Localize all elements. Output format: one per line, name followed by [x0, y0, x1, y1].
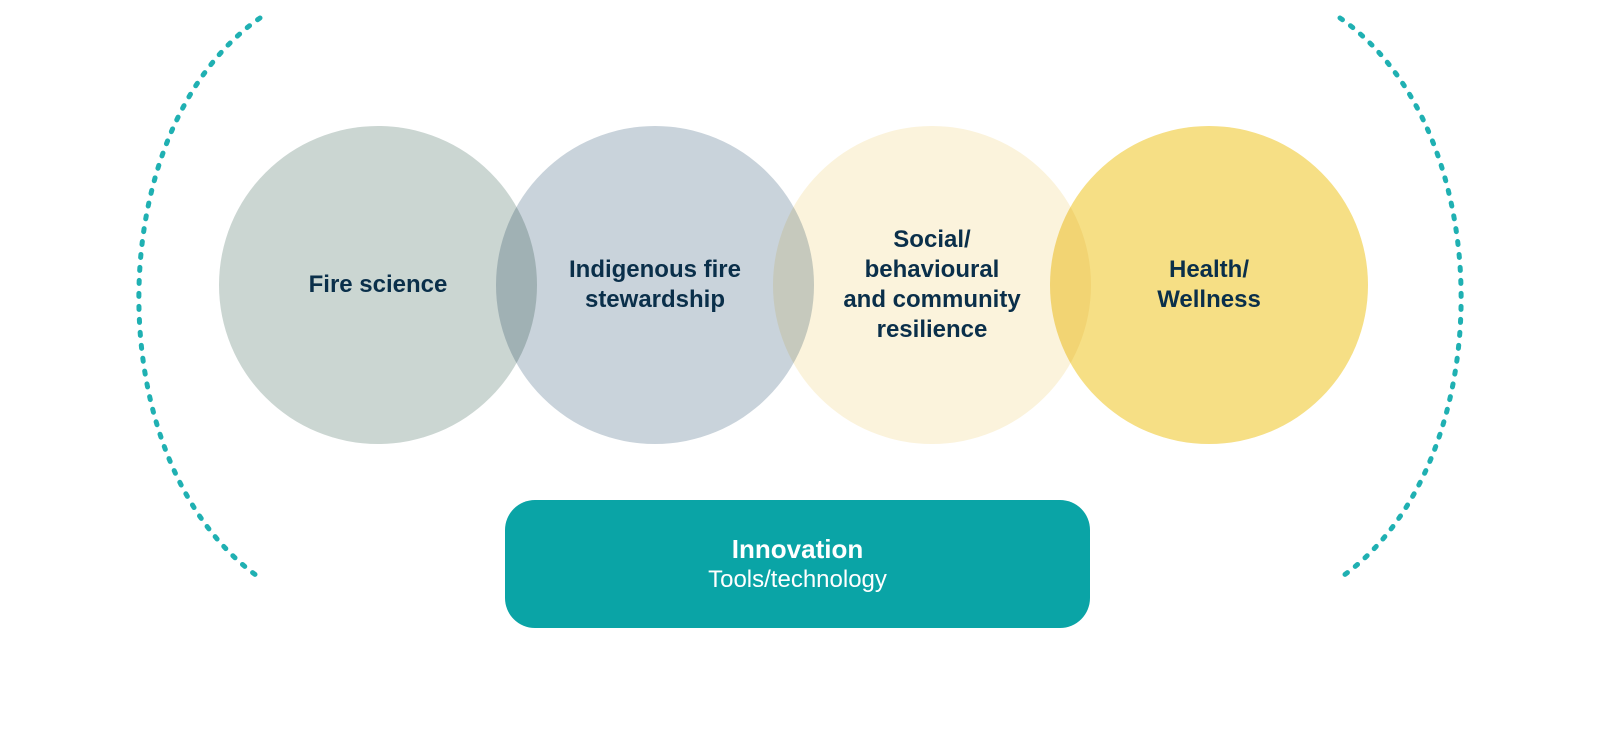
circle-fire-science: Fire science	[219, 126, 537, 444]
circle-label: Health/ Wellness	[1157, 255, 1261, 315]
innovation-title: Innovation	[732, 533, 863, 566]
circle-social-behavioural-community-resilience: Social/ behavioural and community resili…	[773, 126, 1091, 444]
diagram-stage: Fire science Indigenous fire stewardship…	[0, 0, 1600, 751]
innovation-subtitle: Tools/technology	[708, 565, 887, 595]
circle-label: Indigenous fire stewardship	[569, 255, 741, 315]
circle-label: Fire science	[309, 270, 448, 300]
circle-indigenous-fire-stewardship: Indigenous fire stewardship	[496, 126, 814, 444]
circle-label: Social/ behavioural and community resili…	[843, 225, 1020, 345]
circle-health-wellness: Health/ Wellness	[1050, 126, 1368, 444]
innovation-box: Innovation Tools/technology	[505, 500, 1090, 628]
